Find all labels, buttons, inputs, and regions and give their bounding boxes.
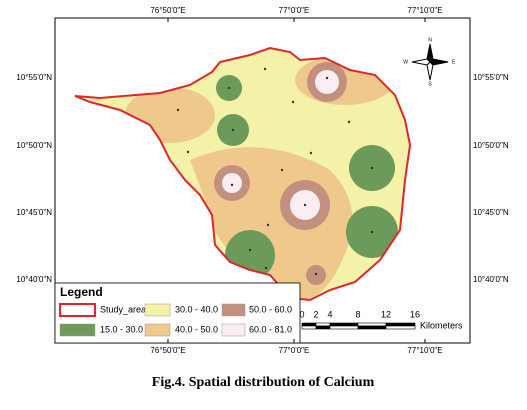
sample-point (248, 248, 252, 252)
sample-point (309, 151, 313, 155)
compass-south: S (428, 81, 432, 87)
legend-label: Study_area (100, 304, 146, 314)
zone-60-81 (222, 173, 242, 193)
legend-swatch (59, 323, 96, 337)
sample-point (291, 100, 295, 104)
legend-items: Study_area 30.0 - 40.0 50.0 - 60.0 15.0 - 3… (59, 303, 292, 337)
sample-point (325, 76, 329, 80)
sample-point (227, 86, 231, 90)
left-latitude-label: 10°45'0"N (16, 208, 52, 217)
top-longitude-label: 77°0'0"E (279, 6, 310, 15)
bottom-longitude-label: 76°50'0"E (150, 346, 185, 355)
scale-segment (385, 322, 416, 327)
legend-swatch (221, 303, 246, 317)
scale-label: 2 (313, 309, 318, 319)
sample-point (186, 150, 190, 154)
legend-swatch (221, 323, 246, 337)
scale-segment (301, 325, 317, 330)
sample-point (176, 108, 180, 112)
legend-label: 60.0 - 81.0 (249, 324, 292, 334)
top-longitude-label: 76°50'0"E (150, 6, 185, 15)
left-latitude-label: 10°55'0"N (16, 73, 52, 82)
bottom-longitude-label: 77°10'0"E (407, 346, 442, 355)
right-latitude-label: 10°45'0"N (473, 208, 509, 217)
sample-point (280, 168, 284, 172)
scale-label: 12 (381, 309, 391, 319)
scale-segment (301, 322, 317, 327)
scale-segment (357, 325, 387, 330)
right-latitude-label: 10°55'0"N (473, 73, 509, 82)
zone-60-81 (315, 70, 339, 94)
legend-title: Legend (60, 285, 103, 299)
scale-label: 4 (327, 309, 332, 319)
sample-points (176, 67, 374, 276)
scale-segment (315, 322, 331, 327)
top-longitude-label: 77°10'0"E (407, 6, 442, 15)
scale-unit: Kilometers (420, 320, 463, 330)
study-area-boundary (74, 46, 412, 302)
legend-label: 30.0 - 40.0 (175, 304, 218, 314)
legend-label: 50.0 - 60.0 (249, 304, 292, 314)
sample-point (370, 166, 374, 170)
sample-point (264, 266, 268, 270)
legend-label: 15.0 - 30.0 (100, 324, 143, 334)
scale-segment (315, 325, 331, 330)
legend-swatch (144, 323, 171, 337)
right-latitude-label: 10°50'0"N (473, 141, 509, 150)
scale-bar: 0 2 4 8 12 16 (299, 309, 420, 330)
scale-segment (329, 325, 359, 330)
legend-swatch (144, 303, 171, 317)
sample-point (303, 203, 307, 207)
caption: Fig.4. Spatial distribution of Calcium (152, 375, 375, 390)
sample-point (370, 230, 374, 234)
sample-point (231, 128, 235, 132)
north-arrow (411, 43, 449, 81)
left-latitude-label: 10°40'0"N (16, 275, 52, 284)
bottom-longitude-label: 77°0'0"E (279, 346, 310, 355)
scale-label: 0 (299, 309, 304, 319)
sample-point (263, 67, 267, 71)
sample-point (347, 120, 351, 124)
compass-west: W (403, 59, 408, 65)
legend-label: 40.0 - 50.0 (175, 324, 218, 334)
scale-segment (357, 322, 387, 327)
scale-label: 16 (410, 309, 420, 319)
sample-point (230, 183, 234, 187)
left-latitude-label: 10°50'0"N (16, 141, 52, 150)
compass-east: E (452, 59, 456, 65)
scale-segment (385, 325, 416, 330)
scale-segment (329, 322, 359, 327)
scale-label: 8 (355, 309, 360, 319)
right-latitude-label: 10°40'0"N (473, 275, 509, 284)
sample-point (266, 223, 270, 227)
compass-north: N (428, 37, 432, 43)
legend-swatch (59, 303, 96, 317)
sample-point (314, 272, 318, 276)
